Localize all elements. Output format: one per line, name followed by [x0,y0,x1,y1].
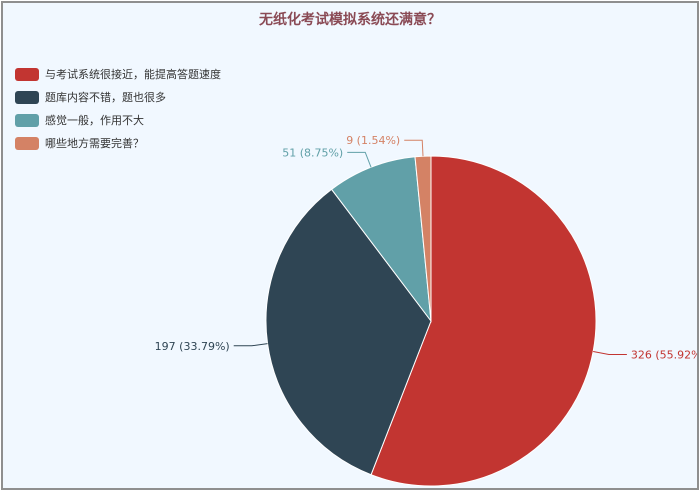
chart-legend: 与考试系统很接近，能提高答题速度 题库内容不错，题也很多 感觉一般，作用不大 哪… [15,65,221,157]
slice-data-label: 197 (33.79%) [155,340,230,353]
slice-data-label: 9 (1.54%) [346,134,400,147]
legend-label: 哪些地方需要完善？ [45,137,144,150]
label-leader-line [347,151,372,168]
pie-slice[interactable] [414,155,432,322]
legend-item[interactable]: 与考试系统很接近，能提高答题速度 [15,65,221,83]
legend-swatch [15,67,39,81]
pie-slice[interactable] [330,156,432,323]
legend-swatch [15,90,39,104]
legend-label: 题库内容不错，题也很多 [45,91,166,104]
slice-data-label: 326 (55.92%) [631,348,697,361]
legend-item[interactable]: 题库内容不错，题也很多 [15,88,221,106]
legend-label: 与考试系统很接近，能提高答题速度 [45,68,221,81]
pie-slice[interactable] [265,188,432,476]
pie-slice[interactable] [370,155,597,487]
slice-data-label: 51 (8.75%) [282,146,343,159]
label-leader-line [404,139,424,157]
legend-swatch [15,136,39,150]
legend-label: 感觉一般，作用不大 [45,114,144,127]
label-leader-line [233,343,268,347]
pie-chart: 326 (55.92%) 197 (33.79%) 51 (8.75%)9 (1.5… [155,134,697,487]
legend-item[interactable]: 感觉一般，作用不大 [15,111,221,129]
label-leader-line [593,351,627,355]
legend-swatch [15,113,39,127]
chart-title: 无纸化考试模拟系统还满意？ [259,12,441,28]
legend-item[interactable]: 哪些地方需要完善？ [15,134,221,152]
